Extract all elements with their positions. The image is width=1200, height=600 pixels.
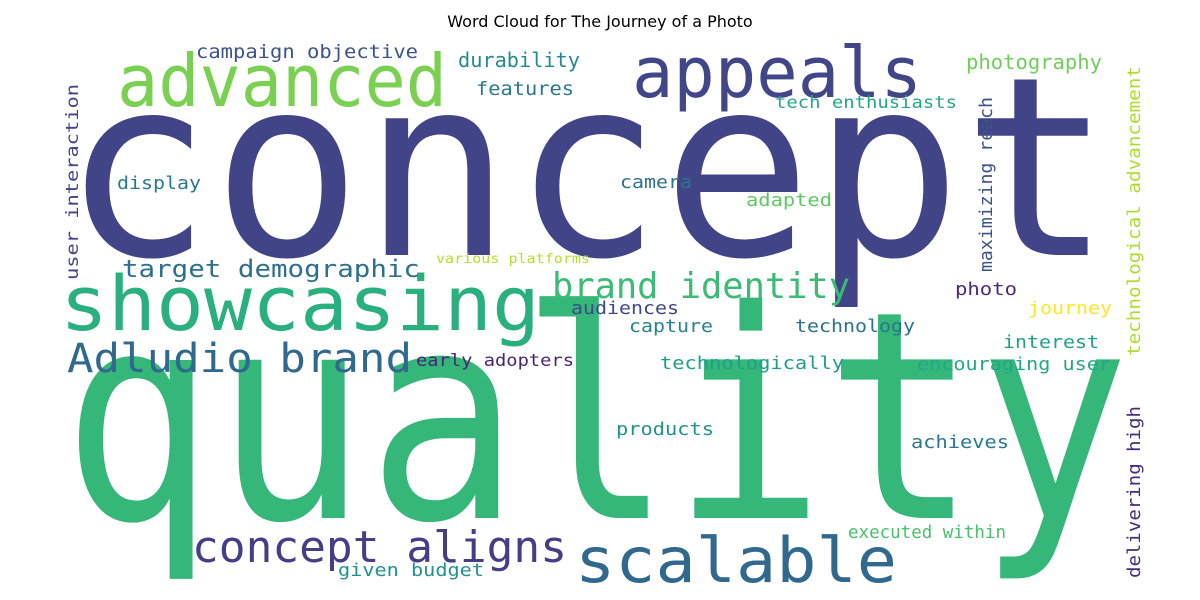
- word-showcasing: showcasing: [60, 259, 540, 348]
- word-durability: durability: [458, 48, 580, 72]
- word-advanced: advanced: [117, 39, 447, 123]
- word-scalable: scalable: [575, 524, 897, 597]
- word-photography: photography: [966, 50, 1102, 74]
- word-products: products: [616, 419, 714, 440]
- word-concept: concept: [62, 23, 1112, 314]
- word-brand-identity: brand identity: [552, 266, 850, 307]
- word-journey: journey: [1028, 298, 1112, 319]
- word-adapted: adapted: [746, 190, 832, 211]
- word-early-adopters: early adopters: [416, 351, 574, 371]
- word-interest: interest: [1003, 332, 1099, 353]
- word-capture: capture: [629, 316, 713, 337]
- word-campaign-objective: campaign objective: [196, 41, 418, 63]
- word-technologically: technologically: [660, 353, 844, 374]
- word-adludio-brand: Adludio brand: [67, 336, 412, 382]
- word-given-budget: given budget: [338, 560, 484, 581]
- word-technology: technology: [795, 316, 915, 337]
- word-user-interaction: user interaction: [63, 84, 83, 280]
- word-executed-within: executed within: [848, 522, 1006, 543]
- word-photo: photo: [955, 279, 1017, 300]
- word-appeals: appeals: [632, 32, 922, 114]
- word-quality: quality: [62, 250, 1130, 587]
- word-tech-enthusiasts: tech enthusiasts: [775, 93, 957, 113]
- word-technological-advancement[interactable]: technological advancement: [1124, 66, 1145, 356]
- word-delivering-high: delivering high: [1124, 406, 1145, 578]
- chart-title: Word Cloud for The Journey of a Photo: [447, 12, 753, 31]
- word-display: display: [117, 173, 201, 194]
- word-target-demographic: target demographic: [122, 255, 420, 283]
- word-achieves: achieves: [911, 432, 1009, 453]
- word-features: features: [476, 78, 574, 100]
- word-concept-aligns: concept aligns: [192, 522, 567, 573]
- word-camera: camera: [620, 172, 692, 193]
- word-various-platforms: various platforms: [436, 252, 590, 267]
- word-encouraging-user: encouraging user: [917, 354, 1111, 375]
- word-audiences: audiences: [571, 298, 679, 319]
- word-maximizing-reach: maximizing reach: [976, 97, 997, 272]
